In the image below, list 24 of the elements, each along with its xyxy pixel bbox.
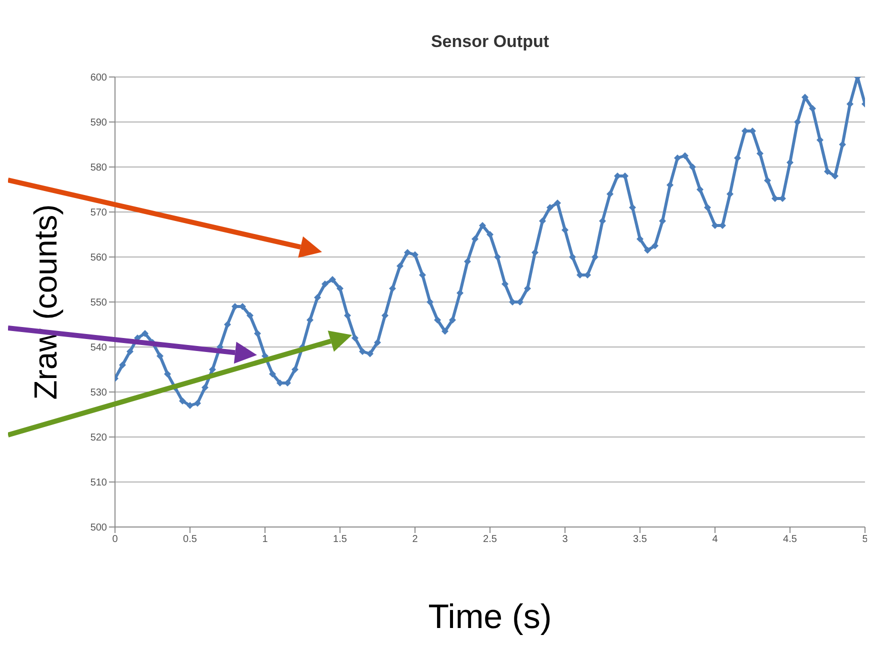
- y-tick-label: 560: [90, 252, 108, 264]
- x-tick-label: 5: [862, 534, 868, 546]
- x-tick-label: 3: [562, 534, 568, 546]
- y-tick-label: 510: [90, 478, 108, 489]
- x-axis-title: Time (s): [427, 598, 553, 637]
- y-tick-label: 550: [90, 298, 108, 309]
- x-tick-label: 4.5: [783, 534, 798, 546]
- x-tick-label: 1: [262, 534, 268, 546]
- y-tick-label: 500: [90, 522, 108, 534]
- y-tick-label: 530: [90, 388, 108, 399]
- chart-title: Sensor Output: [430, 32, 550, 52]
- x-tick-label: 2.5: [483, 534, 498, 546]
- y-tick-label: 570: [90, 208, 108, 219]
- x-tick-label: 2: [412, 534, 418, 546]
- x-tick-label: 3.5: [633, 534, 648, 546]
- x-tick-label: 0: [112, 534, 118, 546]
- x-tick-label: 4: [712, 534, 718, 546]
- y-tick-label: 540: [90, 342, 108, 354]
- y-tick-label: 580: [90, 162, 108, 174]
- y-tick-label: 600: [90, 72, 108, 84]
- y-tick-label: 520: [90, 432, 108, 444]
- x-tick-label: 0.5: [183, 534, 198, 546]
- x-tick-label: 1.5: [333, 534, 348, 546]
- y-tick-label: 590: [90, 118, 108, 129]
